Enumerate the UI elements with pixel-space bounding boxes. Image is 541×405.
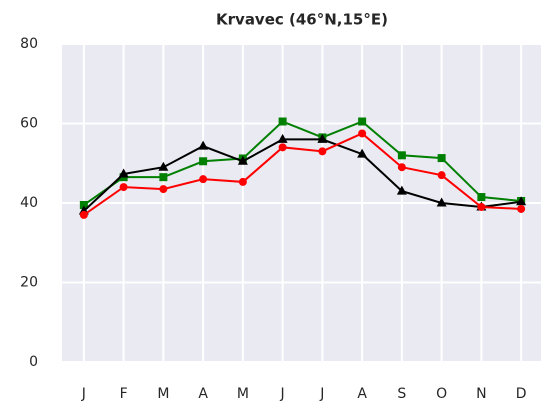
- point: [119, 183, 128, 192]
- x-tick-label: N: [476, 386, 486, 402]
- y-tick-label: 0: [29, 354, 38, 370]
- point: [437, 171, 446, 180]
- x-tick-label: O: [436, 386, 447, 402]
- series-line: [83, 132, 522, 216]
- point: [358, 117, 367, 126]
- point: [397, 163, 406, 172]
- point: [277, 133, 288, 143]
- point: [278, 117, 287, 126]
- x-tick-label: J: [81, 386, 86, 402]
- point: [199, 157, 208, 166]
- point: [158, 161, 169, 171]
- point: [198, 140, 209, 150]
- y-tick-label: 20: [20, 275, 38, 291]
- x-tick-label: J: [280, 386, 285, 402]
- x-tick-label: J: [319, 386, 324, 402]
- point: [477, 193, 486, 202]
- point: [318, 147, 327, 156]
- x-tick-label: M: [157, 386, 169, 402]
- point: [118, 168, 129, 178]
- point: [357, 148, 368, 158]
- point: [199, 175, 208, 184]
- series-line: [83, 120, 522, 206]
- x-tick-label: A: [198, 386, 208, 402]
- point: [159, 173, 168, 182]
- x-tick-label: F: [120, 386, 128, 402]
- point: [437, 154, 446, 163]
- point: [358, 129, 367, 138]
- point: [317, 133, 328, 143]
- y-tick-label: 60: [20, 116, 38, 132]
- point: [79, 200, 88, 209]
- point: [477, 202, 486, 211]
- x-tick-label: D: [516, 386, 527, 402]
- point: [79, 210, 88, 219]
- y-tick-label: 80: [20, 36, 38, 52]
- series-line: [83, 138, 522, 212]
- point: [237, 155, 248, 165]
- x-tick-label: S: [397, 386, 406, 402]
- point: [517, 204, 526, 213]
- point: [436, 197, 447, 207]
- point: [238, 177, 247, 186]
- point: [397, 151, 406, 160]
- x-tick-label: A: [357, 386, 367, 402]
- point: [159, 185, 168, 194]
- point: [516, 196, 527, 206]
- y-tick-label: 40: [20, 195, 38, 211]
- x-tick-label: M: [237, 386, 249, 402]
- point: [396, 185, 407, 195]
- point: [278, 143, 287, 152]
- chart-title: Krvavec (46°N,15°E): [216, 11, 388, 29]
